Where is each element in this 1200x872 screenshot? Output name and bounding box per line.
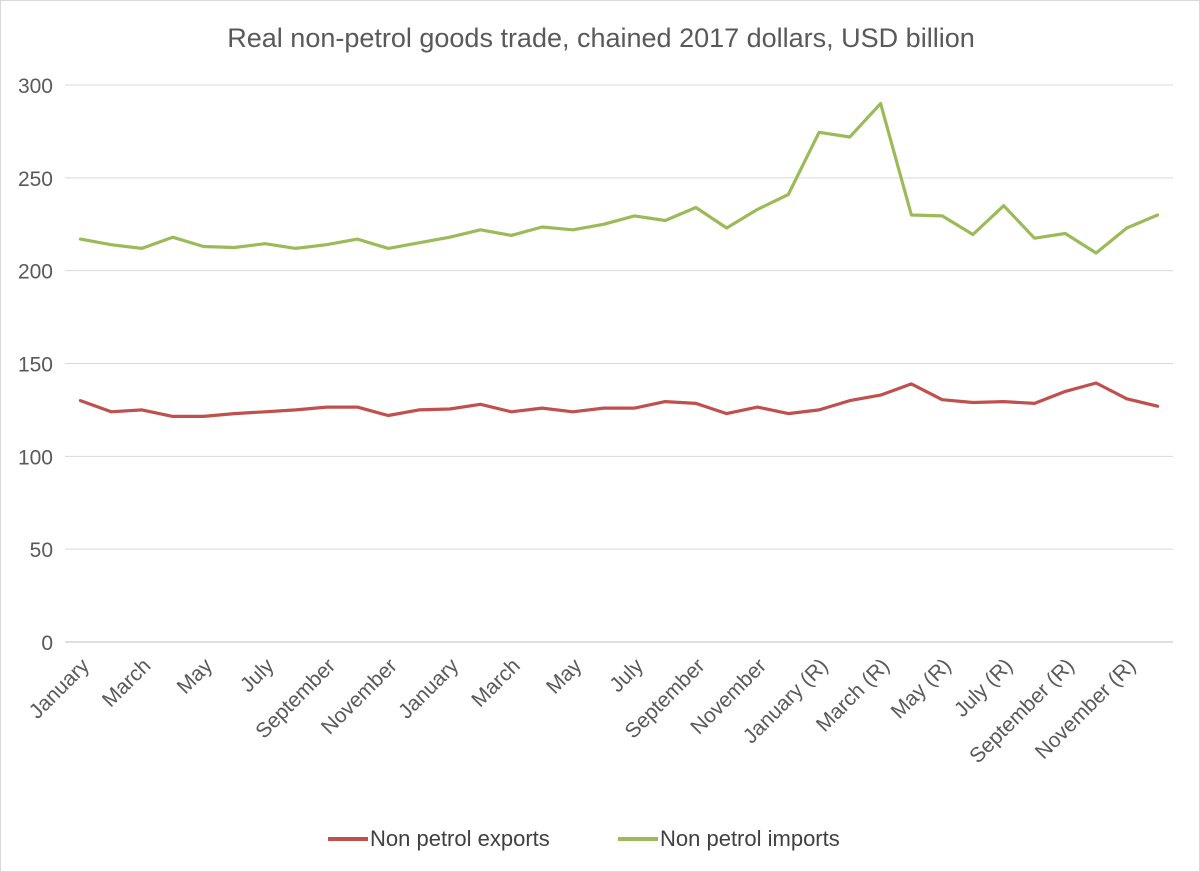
series-line-imports <box>78 101 1160 255</box>
legend-label-exports: Non petrol exports <box>370 826 550 851</box>
series-line-exports <box>78 381 1160 418</box>
series-lines <box>78 101 1160 418</box>
x-tick-label: September (R) <box>965 654 1079 768</box>
chart-title: Real non-petrol goods trade, chained 201… <box>227 23 974 53</box>
x-tick-label: July <box>605 654 648 697</box>
y-tick-label: 100 <box>18 446 53 469</box>
x-tick-label: May <box>173 654 218 699</box>
x-tick-label: January <box>394 654 463 723</box>
x-tick-label: July <box>236 654 279 697</box>
x-tick-label: May (R) <box>887 654 956 723</box>
y-axis-ticks: 0 50 100 150 200 250 300 <box>18 75 53 655</box>
legend: Non petrol exports Non petrol imports <box>328 826 840 851</box>
y-tick-label: 250 <box>18 168 53 191</box>
x-tick-label: March <box>467 654 525 712</box>
gridlines <box>65 84 1173 643</box>
y-tick-label: 0 <box>41 632 53 655</box>
legend-label-imports: Non petrol imports <box>660 826 840 851</box>
y-tick-label: 200 <box>18 261 53 284</box>
y-tick-label: 150 <box>18 354 53 377</box>
y-tick-label: 300 <box>18 75 53 98</box>
x-axis-ticks: January March May JulySeptemberNovemberJanu… <box>25 654 1141 768</box>
x-tick-label: March <box>98 654 156 712</box>
x-tick-label: May <box>542 654 587 699</box>
x-tick-label: January <box>25 654 94 723</box>
y-tick-label: 50 <box>30 539 53 562</box>
